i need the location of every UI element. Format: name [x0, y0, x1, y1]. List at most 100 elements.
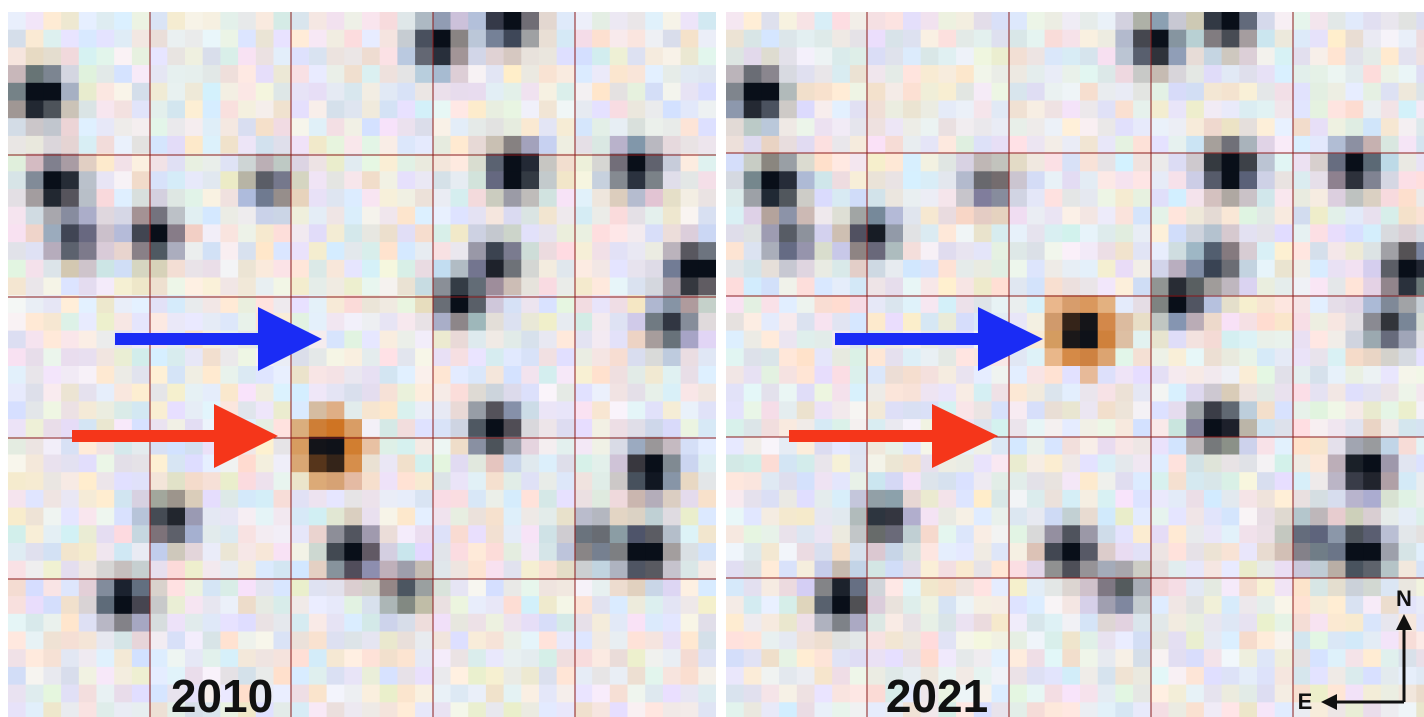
- image-pixel: [1327, 242, 1346, 261]
- image-pixel: [1221, 135, 1240, 155]
- image-pixel: [1080, 224, 1099, 243]
- image-pixel: [415, 295, 434, 314]
- image-pixel: [574, 65, 593, 84]
- image-pixel: [308, 454, 328, 473]
- image-pixel: [1221, 489, 1240, 509]
- image-pixel: [379, 596, 398, 615]
- image-pixel: [344, 330, 363, 349]
- image-pixel: [1345, 312, 1364, 332]
- image-pixel: [938, 525, 957, 544]
- image-pixel: [344, 525, 363, 544]
- image-pixel: [885, 224, 904, 243]
- image-pixel: [1292, 684, 1311, 703]
- image-pixel: [814, 454, 833, 473]
- image-pixel: [1203, 507, 1223, 526]
- image-pixel: [1044, 436, 1063, 455]
- image-pixel: [1044, 419, 1063, 438]
- image-pixel: [849, 135, 869, 155]
- image-pixel: [1062, 171, 1081, 190]
- image-pixel: [1398, 135, 1417, 155]
- image-pixel: [1115, 171, 1134, 190]
- image-pixel: [645, 171, 664, 190]
- image-pixel: [1380, 383, 1400, 402]
- image-pixel: [885, 29, 904, 48]
- image-pixel: [1009, 12, 1028, 31]
- image-pixel: [761, 82, 780, 101]
- image-pixel: [96, 702, 115, 717]
- image-pixel: [1097, 242, 1116, 261]
- image-pixel: [680, 649, 699, 668]
- image-pixel: [503, 224, 522, 243]
- image-pixel: [1044, 525, 1063, 544]
- image-pixel: [743, 242, 762, 261]
- image-pixel: [1380, 224, 1400, 243]
- image-pixel: [326, 312, 345, 332]
- image-pixel: [920, 171, 939, 190]
- image-pixel: [779, 206, 798, 225]
- image-pixel: [344, 348, 363, 367]
- image-pixel: [779, 666, 798, 686]
- image-pixel: [415, 401, 434, 420]
- image-pixel: [1363, 419, 1382, 438]
- image-pixel: [291, 507, 310, 526]
- image-pixel: [1327, 348, 1346, 367]
- image-pixel: [1345, 29, 1364, 48]
- image-pixel: [185, 295, 204, 314]
- image-pixel: [1133, 666, 1152, 686]
- image-pixel: [521, 242, 540, 261]
- image-pixel: [885, 12, 904, 31]
- image-pixel: [1292, 82, 1311, 101]
- image-pixel: [1292, 560, 1311, 579]
- image-pixel: [761, 47, 780, 66]
- image-pixel: [609, 47, 628, 66]
- image-pixel: [849, 242, 869, 261]
- image-pixel: [1274, 578, 1293, 597]
- image-pixel: [938, 578, 957, 597]
- image-pixel: [61, 684, 80, 703]
- image-pixel: [832, 507, 851, 526]
- image-pixel: [1363, 454, 1382, 473]
- image-pixel: [432, 224, 451, 243]
- image-pixel: [255, 171, 274, 190]
- image-pixel: [485, 507, 505, 526]
- image-pixel: [1133, 613, 1152, 632]
- image-pixel: [273, 613, 292, 632]
- image-pixel: [1097, 684, 1116, 703]
- image-pixel: [556, 242, 575, 261]
- image-pixel: [1239, 489, 1258, 509]
- image-pixel: [1239, 330, 1258, 349]
- image-pixel: [779, 560, 798, 579]
- image-pixel: [1026, 578, 1046, 597]
- image-pixel: [1310, 224, 1329, 243]
- image-pixel: [1363, 525, 1382, 544]
- image-pixel: [920, 65, 939, 84]
- image-pixel: [1292, 489, 1311, 509]
- image-pixel: [61, 242, 80, 261]
- image-pixel: [609, 29, 628, 48]
- image-pixel: [238, 259, 257, 278]
- image-pixel: [1203, 47, 1223, 66]
- image-pixel: [903, 206, 922, 225]
- image-pixel: [1062, 613, 1081, 632]
- image-pixel: [1221, 206, 1240, 225]
- image-pixel: [539, 702, 558, 717]
- image-pixel: [1115, 12, 1134, 31]
- image-pixel: [273, 472, 292, 491]
- image-pixel: [167, 277, 186, 296]
- image-pixel: [779, 224, 798, 243]
- image-pixel: [255, 135, 274, 155]
- image-pixel: [43, 419, 62, 438]
- image-pixel: [556, 224, 575, 243]
- image-pixel: [1150, 649, 1169, 668]
- image-pixel: [1380, 118, 1400, 137]
- image-pixel: [78, 171, 97, 190]
- image-pixel: [867, 259, 886, 278]
- image-pixel: [1416, 47, 1424, 66]
- image-pixel: [956, 277, 975, 296]
- image-pixel: [397, 312, 416, 332]
- image-pixel: [167, 401, 186, 420]
- image-pixel: [592, 578, 611, 597]
- image-pixel: [61, 560, 80, 579]
- image-pixel: [521, 118, 540, 137]
- image-pixel: [574, 489, 593, 509]
